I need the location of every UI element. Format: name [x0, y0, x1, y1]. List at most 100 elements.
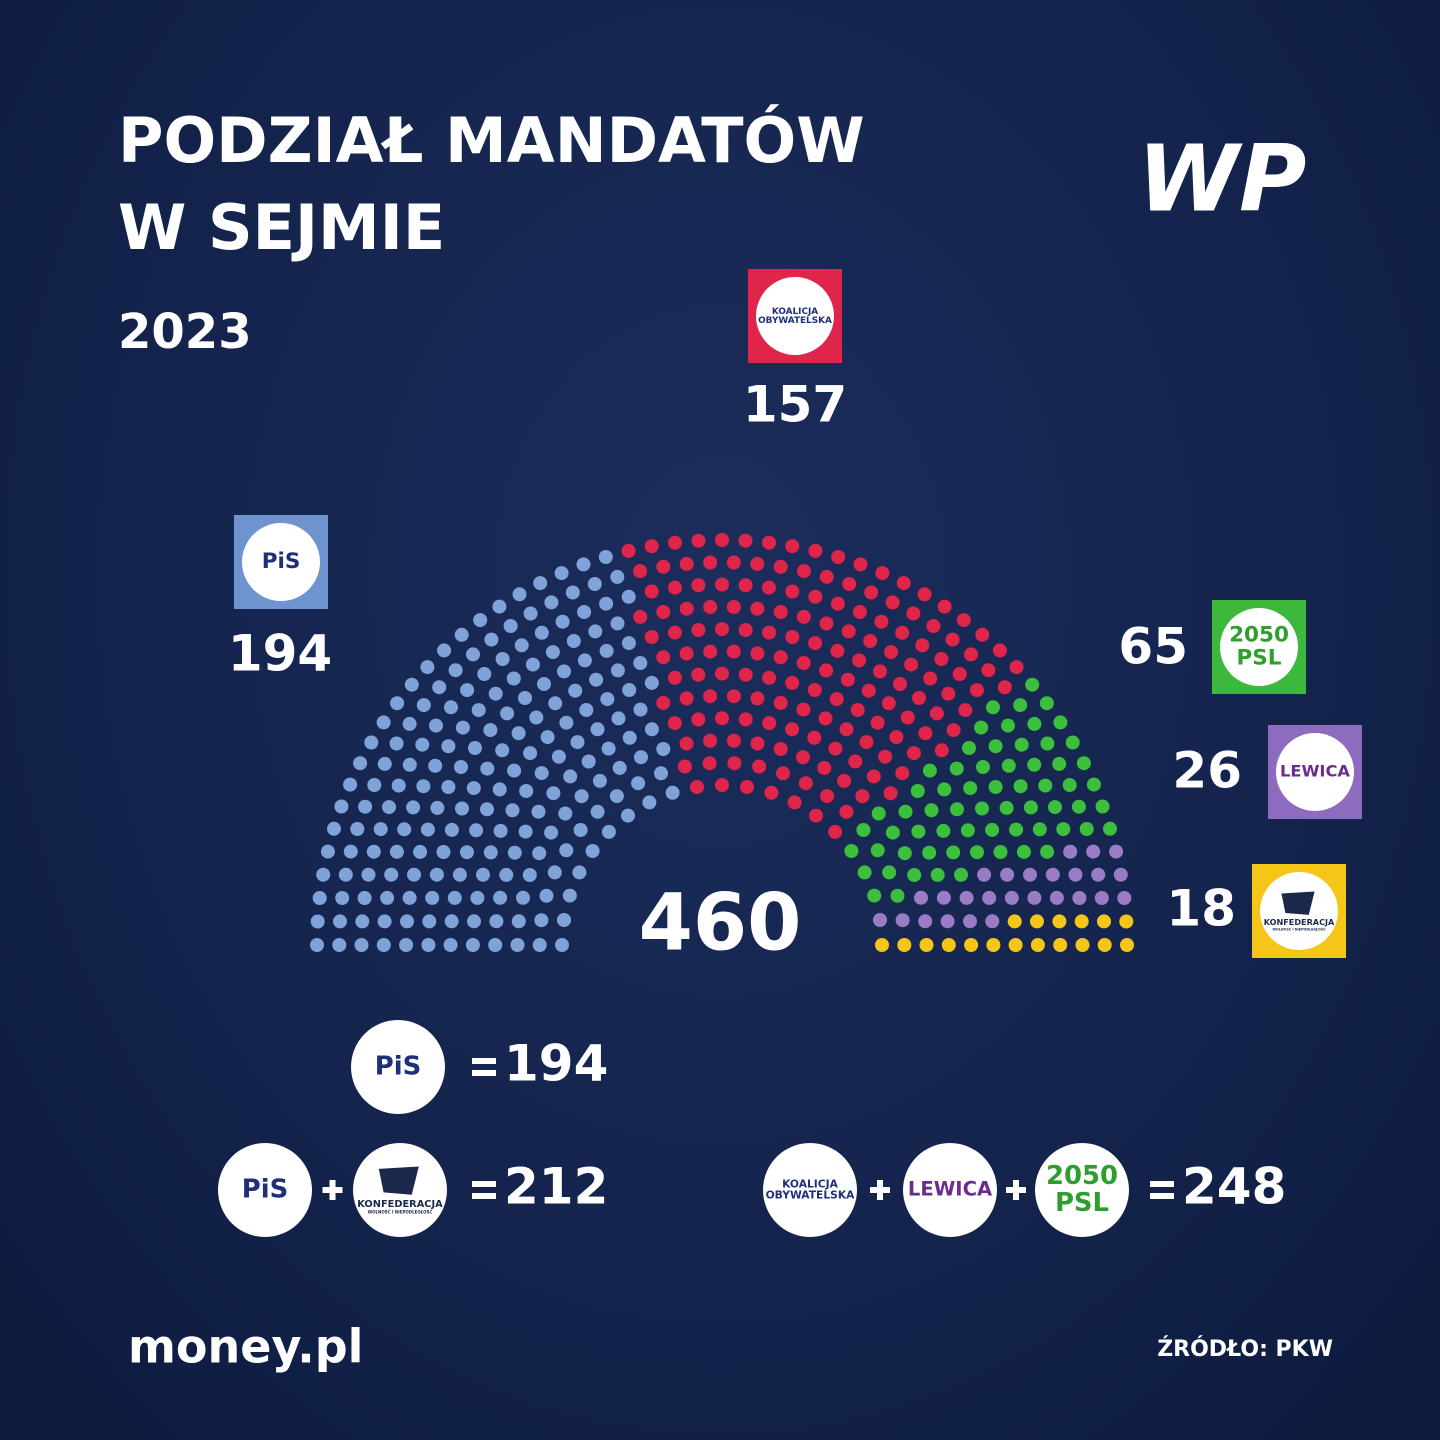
seat	[881, 696, 896, 711]
seat	[310, 938, 324, 952]
seat	[366, 844, 381, 859]
seat	[796, 564, 811, 579]
seat	[703, 600, 718, 614]
logo-text: KONFEDERACJA	[357, 1199, 443, 1210]
seat	[389, 736, 404, 751]
seat	[483, 845, 498, 860]
seat	[885, 825, 900, 840]
seat	[587, 577, 602, 591]
seat	[644, 539, 659, 554]
seat	[588, 624, 603, 639]
seat	[762, 535, 776, 550]
seat	[975, 627, 990, 642]
seat	[830, 643, 845, 658]
seat	[906, 606, 921, 621]
seat	[895, 625, 910, 640]
seat	[917, 587, 932, 602]
seat	[432, 680, 447, 695]
seat	[633, 702, 648, 717]
seat	[422, 914, 437, 929]
logo-circle	[1276, 733, 1354, 811]
seat	[828, 824, 843, 839]
logo-text: KOALICJA	[782, 1177, 838, 1190]
seat	[573, 823, 588, 837]
logo-text: PiS	[375, 1052, 422, 1082]
seat	[963, 781, 978, 796]
seat	[589, 672, 604, 687]
seat	[622, 730, 637, 745]
seat	[590, 804, 605, 819]
seat	[444, 700, 458, 715]
seat	[512, 587, 527, 602]
seat	[859, 735, 874, 750]
seat	[904, 657, 919, 672]
seat	[773, 742, 788, 756]
seat	[555, 614, 570, 629]
seat	[964, 938, 979, 952]
seat	[900, 710, 915, 725]
seat	[703, 644, 718, 659]
seat	[1079, 822, 1094, 836]
seat	[1008, 938, 1023, 952]
seat	[970, 845, 984, 860]
seat	[861, 683, 876, 698]
party-seats: 157	[743, 376, 847, 434]
seat	[981, 663, 996, 678]
seat	[507, 763, 522, 778]
seat	[333, 914, 347, 929]
seat	[752, 759, 767, 774]
seat	[1052, 756, 1067, 771]
seat	[1095, 799, 1110, 814]
seat	[890, 888, 905, 903]
seat	[555, 938, 569, 952]
seat	[855, 789, 870, 804]
seat	[600, 692, 615, 707]
seat	[949, 761, 964, 776]
seat	[454, 627, 469, 642]
seat	[492, 782, 507, 797]
logo-emblem	[378, 1166, 419, 1195]
seat	[715, 622, 729, 637]
seat	[367, 778, 382, 792]
seat	[852, 605, 867, 619]
seat	[1040, 736, 1055, 751]
seat	[579, 703, 594, 717]
seat	[906, 746, 921, 761]
seat	[473, 613, 488, 628]
seat	[750, 601, 765, 616]
seat	[1023, 867, 1037, 882]
seat	[1119, 914, 1134, 929]
seat	[796, 656, 811, 670]
seat	[574, 789, 589, 804]
seat	[488, 938, 503, 952]
seat	[912, 691, 926, 705]
logo-circle	[1220, 608, 1298, 686]
seat	[484, 632, 499, 647]
seat	[977, 867, 992, 882]
seat	[856, 823, 871, 837]
seat	[1117, 891, 1132, 905]
seat	[762, 716, 777, 731]
seat	[941, 686, 956, 701]
seat	[554, 566, 569, 581]
seat	[922, 763, 937, 778]
seat	[703, 555, 718, 570]
seat	[993, 845, 1008, 859]
seat	[738, 533, 753, 548]
seat	[466, 647, 480, 662]
seat	[441, 780, 456, 794]
seat	[950, 802, 964, 817]
seat	[819, 616, 834, 631]
seat	[598, 550, 613, 564]
seat	[389, 844, 404, 859]
seat	[679, 556, 694, 571]
seat	[807, 730, 822, 745]
seat	[907, 868, 922, 882]
seat	[785, 722, 800, 737]
seat	[726, 644, 741, 659]
seat	[421, 938, 436, 952]
seat	[425, 890, 440, 905]
seat	[773, 695, 788, 710]
seat	[1063, 844, 1078, 859]
seat	[866, 769, 881, 784]
